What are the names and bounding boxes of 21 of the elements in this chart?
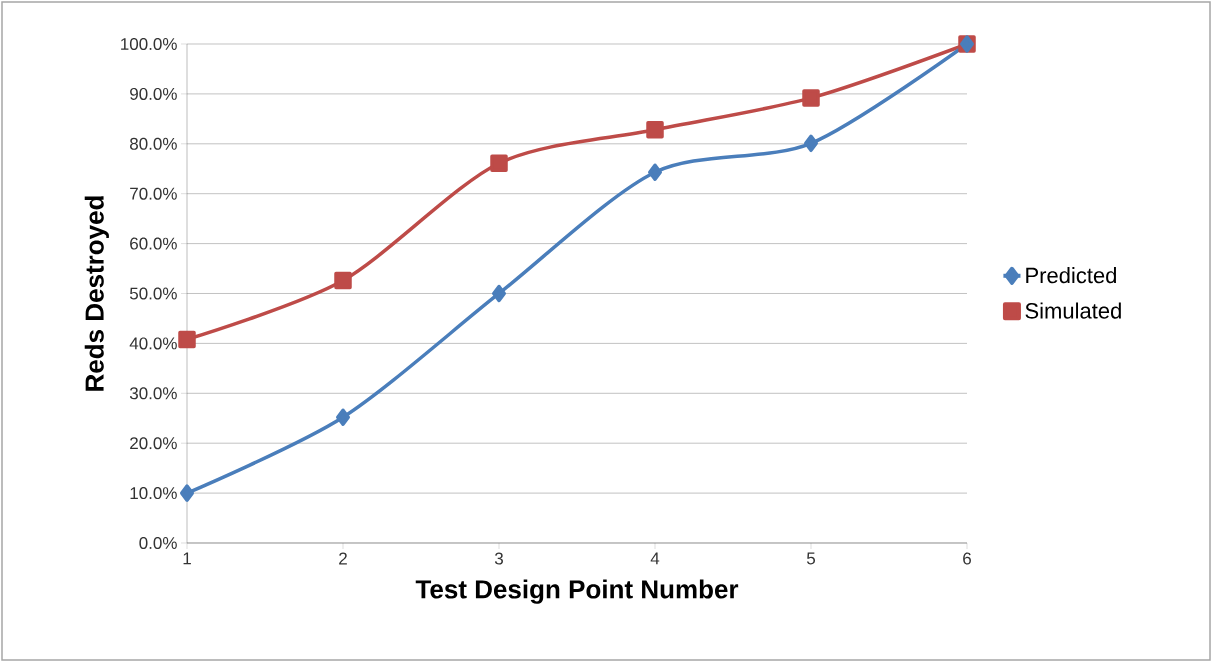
y-tick-label: 40.0% — [129, 337, 177, 350]
y-tick-label: 0.0% — [139, 536, 177, 550]
x-axis-title: Test Design Point Number — [415, 579, 739, 604]
x-tick-label: 5 — [806, 552, 816, 565]
y-tick-label: 50.0% — [129, 287, 177, 300]
y-tick-label: 90.0% — [130, 87, 177, 100]
y-tick-label: 10.0% — [130, 487, 177, 500]
y-tick-label: 30.0% — [129, 387, 177, 400]
legend-label: Predicted — [1026, 267, 1116, 284]
x-tick-label: 4 — [650, 552, 660, 565]
y-axis-title: Reds Destroyed — [84, 196, 109, 391]
x-tick-label: 3 — [494, 552, 503, 565]
y-tick-label: 60.0% — [130, 237, 177, 250]
y-tick-label: 70.0% — [130, 187, 177, 200]
x-tick-label: 1 — [183, 552, 191, 565]
x-tick-label: 2 — [339, 552, 347, 565]
x-tick-label: 6 — [963, 552, 971, 565]
y-tick-label: 100.0% — [121, 37, 177, 51]
y-tick-label: 80.0% — [130, 137, 177, 150]
y-tick-label: 20.0% — [130, 437, 177, 450]
legend-label: Simulated — [1025, 302, 1121, 319]
